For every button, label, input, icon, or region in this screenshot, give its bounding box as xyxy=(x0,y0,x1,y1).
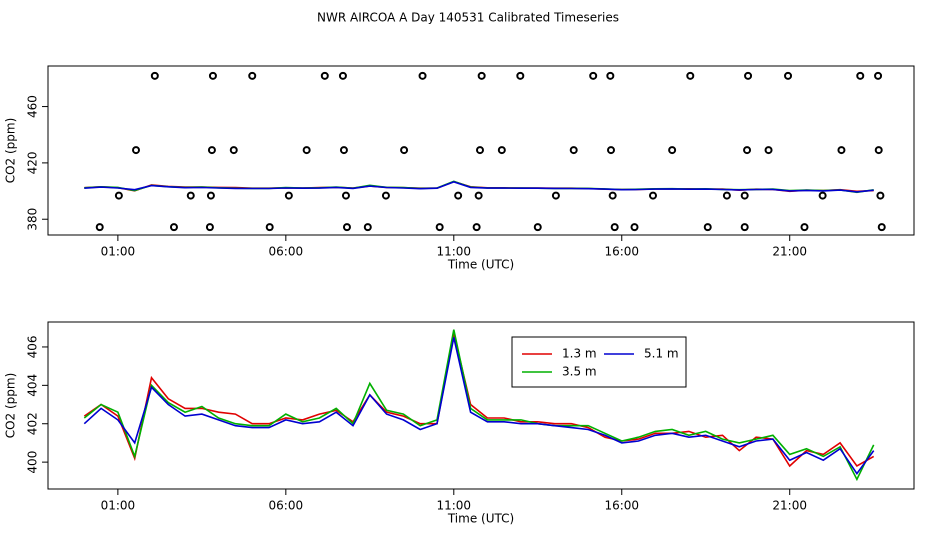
y-axis-title: CO2 (ppm) xyxy=(4,118,18,184)
data-point xyxy=(208,71,217,80)
data-point xyxy=(610,223,619,232)
plot-frame xyxy=(47,65,915,236)
data-point xyxy=(229,146,238,155)
data-point xyxy=(516,71,525,80)
x-tick-label: 06:00 xyxy=(269,245,304,259)
series-line xyxy=(83,337,875,475)
data-point xyxy=(606,71,615,80)
data-point xyxy=(551,191,560,200)
data-point xyxy=(744,71,753,80)
data-point xyxy=(686,71,695,80)
data-point xyxy=(207,146,216,155)
data-point xyxy=(569,146,578,155)
data-point xyxy=(764,146,773,155)
x-tick-label: 11:00 xyxy=(436,499,471,513)
data-point xyxy=(95,223,104,232)
data-point xyxy=(874,71,883,80)
data-point xyxy=(400,146,409,155)
data-point xyxy=(302,146,311,155)
data-point xyxy=(150,71,159,80)
data-point xyxy=(248,71,257,80)
data-point xyxy=(497,146,506,155)
legend-label: 3.5 m xyxy=(562,365,597,379)
data-point xyxy=(320,71,329,80)
data-point xyxy=(114,191,123,200)
data-point xyxy=(206,191,215,200)
data-point xyxy=(472,223,481,232)
data-point xyxy=(475,146,484,155)
data-point xyxy=(477,71,486,80)
x-tick-label: 21:00 xyxy=(772,499,807,513)
data-point xyxy=(474,191,483,200)
data-point xyxy=(784,71,793,80)
data-point xyxy=(648,191,657,200)
x-tick-label: 11:00 xyxy=(436,245,471,259)
data-point xyxy=(818,191,827,200)
data-point xyxy=(338,71,347,80)
data-point xyxy=(668,146,677,155)
legend-label: 5.1 m xyxy=(644,347,679,361)
x-tick-label: 16:00 xyxy=(604,245,639,259)
data-point xyxy=(589,71,598,80)
series-line xyxy=(84,181,874,193)
data-point xyxy=(363,223,372,232)
data-point xyxy=(435,223,444,232)
data-point xyxy=(169,223,178,232)
y-tick-label: 460 xyxy=(26,95,40,118)
y-tick-label: 406 xyxy=(26,336,40,359)
plot-frame xyxy=(47,321,915,490)
data-point xyxy=(874,146,883,155)
data-point xyxy=(743,146,752,155)
x-tick-label: 01:00 xyxy=(101,245,136,259)
y-axis-title: CO2 (ppm) xyxy=(4,373,18,439)
series-line xyxy=(83,333,875,468)
data-point xyxy=(800,223,809,232)
data-point xyxy=(740,223,749,232)
x-axis-title: Time (UTC) xyxy=(447,512,514,526)
data-point xyxy=(381,191,390,200)
data-point xyxy=(284,191,293,200)
data-point xyxy=(740,191,749,200)
data-point xyxy=(454,191,463,200)
legend-label: 1.3 m xyxy=(562,347,597,361)
legend-box xyxy=(511,336,687,388)
data-point xyxy=(877,223,886,232)
data-point xyxy=(703,223,712,232)
y-tick-label: 420 xyxy=(26,151,40,174)
y-tick-label: 402 xyxy=(26,412,40,435)
x-axis-title: Time (UTC) xyxy=(447,258,514,272)
data-point xyxy=(186,191,195,200)
data-point xyxy=(132,146,141,155)
x-tick-label: 16:00 xyxy=(604,499,639,513)
data-point xyxy=(608,191,617,200)
data-point xyxy=(205,223,214,232)
data-point xyxy=(341,191,350,200)
data-point xyxy=(876,191,885,200)
data-point xyxy=(418,71,427,80)
y-tick-label: 404 xyxy=(26,374,40,397)
chart-title: NWR AIRCOA A Day 140531 Calibrated Times… xyxy=(317,11,619,25)
y-tick-label: 400 xyxy=(26,451,40,474)
x-tick-label: 01:00 xyxy=(101,499,136,513)
data-point xyxy=(837,146,846,155)
x-tick-label: 06:00 xyxy=(269,499,304,513)
y-tick-label: 380 xyxy=(26,208,40,231)
data-point xyxy=(607,146,616,155)
data-point xyxy=(722,191,731,200)
data-point xyxy=(856,71,865,80)
data-point xyxy=(342,223,351,232)
data-point xyxy=(265,223,274,232)
series-line xyxy=(83,329,875,482)
x-tick-label: 21:00 xyxy=(772,245,807,259)
data-point xyxy=(533,223,542,232)
data-point xyxy=(630,223,639,232)
data-point xyxy=(339,146,348,155)
